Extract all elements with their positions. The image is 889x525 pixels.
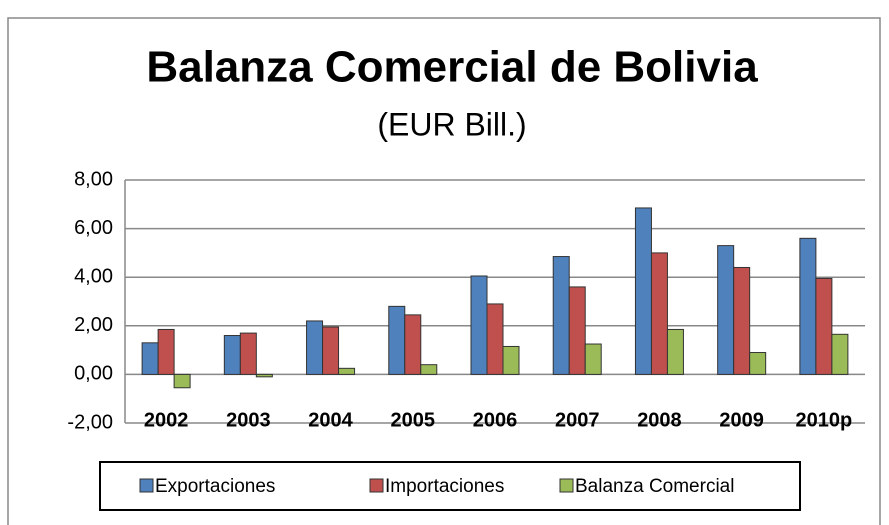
bar [420, 364, 438, 375]
x-tick-label: 2002 [144, 409, 189, 431]
bar [404, 314, 422, 375]
bar [650, 252, 668, 375]
bar [584, 343, 602, 375]
y-tick-label: 6,00 [74, 217, 113, 239]
x-tick-label: 2004 [308, 409, 353, 431]
y-tick-label: 2,00 [74, 314, 113, 336]
bar [388, 305, 406, 375]
legend-label: Balanza Comercial [575, 476, 734, 497]
x-tick-label: 2010p [796, 409, 853, 431]
bar [831, 333, 849, 375]
x-tick-label: 2005 [391, 409, 436, 431]
bar [223, 335, 241, 375]
legend-swatch [559, 478, 574, 493]
bar [173, 373, 191, 389]
bar [239, 332, 257, 375]
y-tick-label: -2,00 [67, 411, 113, 433]
y-tick-label: 4,00 [74, 265, 113, 287]
bar [552, 256, 570, 375]
bar [749, 352, 767, 375]
x-tick-label: 2008 [637, 409, 682, 431]
bar [717, 245, 735, 375]
bar [486, 303, 504, 375]
bar [338, 367, 356, 375]
bar [470, 275, 488, 375]
bar [322, 326, 340, 375]
bar [799, 237, 817, 375]
bar [733, 266, 751, 375]
legend-swatch [139, 478, 154, 493]
y-tick-label: 0,00 [74, 363, 113, 385]
legend-swatch [369, 478, 384, 493]
x-tick-label: 2007 [555, 409, 600, 431]
y-tick-label: 8,00 [74, 168, 113, 190]
bar [306, 320, 324, 375]
bar [666, 328, 684, 375]
chart-subtitle: (EUR Bill.) [377, 106, 526, 142]
bar [157, 328, 175, 375]
x-tick-label: 2006 [473, 409, 518, 431]
legend-label: Importaciones [385, 476, 504, 497]
bar [255, 373, 273, 378]
bar [568, 286, 586, 375]
x-tick-label: 2009 [719, 409, 764, 431]
chart-title: Balanza Comercial de Bolivia [146, 43, 758, 92]
bar [815, 277, 833, 375]
legend-box [99, 461, 801, 511]
bar [502, 345, 520, 375]
legend-label: Exportaciones [155, 476, 275, 497]
x-tick-label: 2003 [226, 409, 271, 431]
bar [634, 207, 652, 375]
bar [141, 342, 159, 375]
